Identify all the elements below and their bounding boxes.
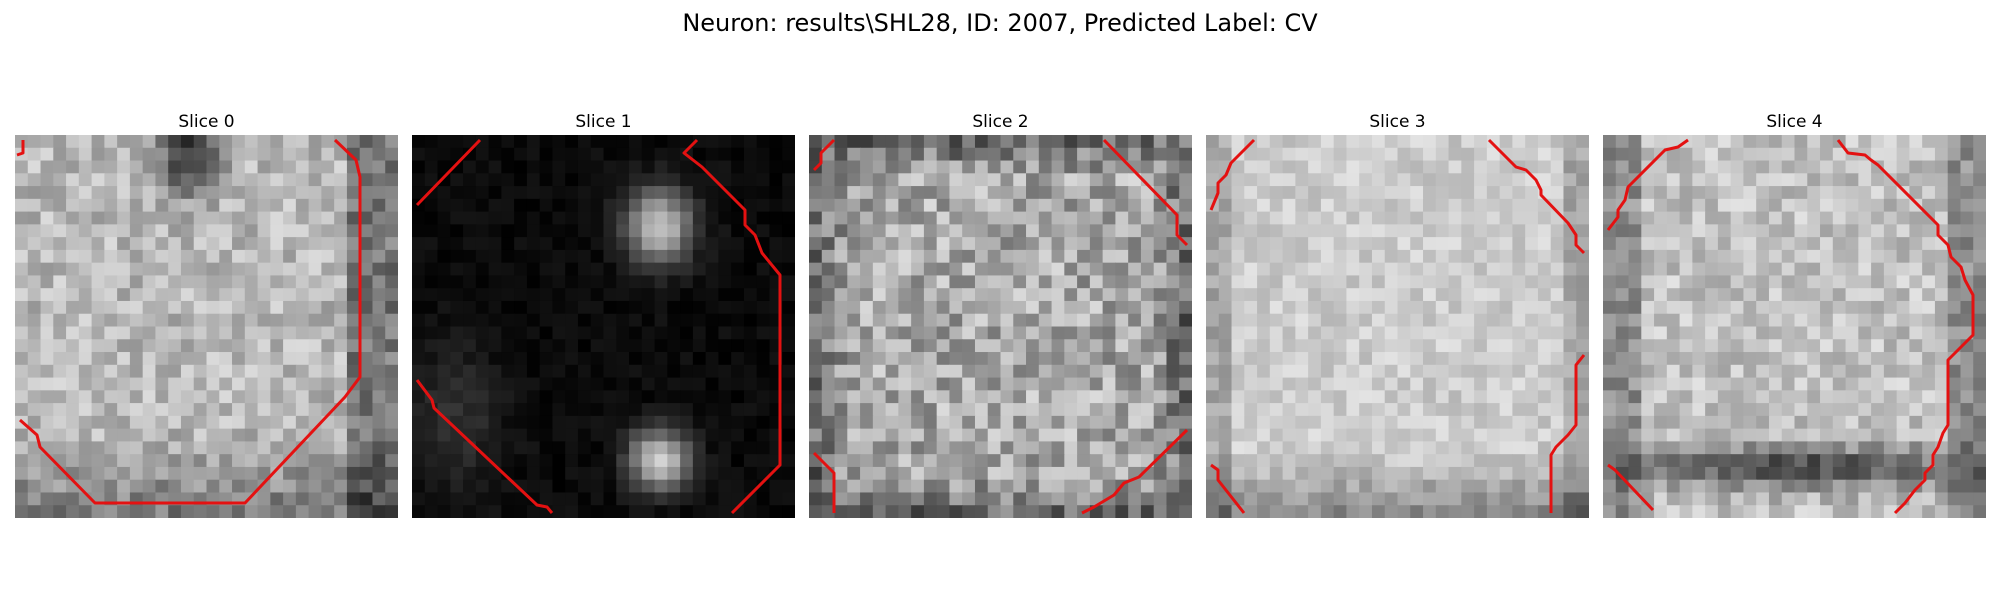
slice-title: Slice 4 <box>1603 112 1986 132</box>
slice-title: Slice 1 <box>412 112 795 132</box>
slice-image <box>1206 135 1589 518</box>
slice-panel-3: Slice 3 <box>1206 112 1589 522</box>
slice-image <box>1603 135 1986 518</box>
slice-panel-4: Slice 4 <box>1603 112 1986 522</box>
slice-panel-2: Slice 2 <box>809 112 1192 522</box>
figure-title: Neuron: results\SHL28, ID: 2007, Predict… <box>0 8 2000 38</box>
slice-image <box>809 135 1192 518</box>
slice-title: Slice 0 <box>15 112 398 132</box>
slice-title: Slice 3 <box>1206 112 1589 132</box>
slice-panel-1: Slice 1 <box>412 112 795 522</box>
slice-panel-0: Slice 0 <box>15 112 398 522</box>
slice-title: Slice 2 <box>809 112 1192 132</box>
slice-image <box>15 135 398 518</box>
slice-image <box>412 135 795 518</box>
